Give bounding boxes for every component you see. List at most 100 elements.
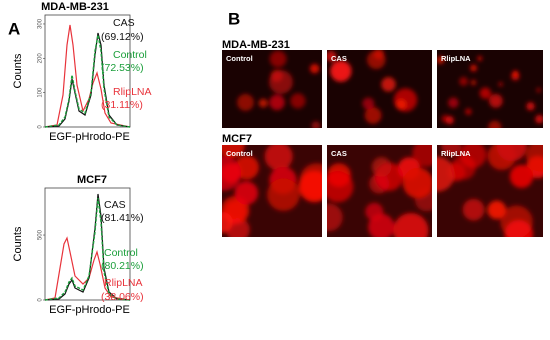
cell: [437, 55, 445, 64]
cell: [488, 120, 502, 128]
annotation-name: Control: [113, 49, 147, 61]
histogram-green: [44, 34, 131, 128]
plot-frame: [44, 14, 131, 128]
y-axis-label: Counts: [12, 226, 24, 261]
cell: [402, 167, 432, 199]
cell: [395, 99, 407, 110]
cell: [267, 178, 300, 212]
cell: [222, 145, 245, 159]
row-title: MCF7: [222, 133, 252, 145]
y-tick-label: 100: [38, 87, 44, 98]
cell: [441, 145, 462, 157]
micrograph: Control: [222, 145, 322, 237]
cell: [535, 114, 543, 124]
cell: [536, 88, 541, 93]
y-tick-label: 500: [38, 229, 44, 240]
cell: [393, 212, 429, 237]
cell: [258, 98, 268, 108]
cell: [448, 97, 459, 109]
histogram-red: [44, 236, 131, 301]
cell: [479, 87, 492, 99]
cell: [264, 145, 293, 171]
cells: [327, 145, 432, 237]
cell: [373, 50, 385, 60]
image-background: [437, 50, 543, 128]
cell: [488, 94, 503, 108]
y-tick-label: 300: [38, 18, 44, 29]
cell: [445, 116, 454, 125]
cell: [470, 79, 477, 86]
x-axis-label: EGF-pHrodo-PE: [49, 131, 130, 143]
annotation-value: (81.41%): [101, 212, 144, 224]
cell: [381, 77, 396, 92]
micrograph: RlipLNA: [437, 50, 543, 128]
cell: [234, 181, 259, 205]
y-axis-label: Counts: [12, 53, 24, 88]
micrograph: Control: [222, 50, 322, 128]
annotation-value: (69.12%): [101, 31, 144, 43]
cell: [311, 121, 321, 128]
cells: [437, 55, 543, 128]
cell: [290, 93, 306, 109]
cell: [330, 60, 352, 82]
cell: [362, 97, 375, 110]
annotation-name: CAS: [113, 17, 135, 29]
plot-frame: [44, 187, 131, 301]
annotation-value: (80.21%): [101, 260, 144, 272]
annotation-name: Control: [104, 247, 138, 259]
y-tick-label: 0: [38, 298, 44, 302]
cell: [459, 76, 468, 86]
panel-label: B: [228, 9, 240, 28]
annotation-value: (31.11%): [101, 99, 143, 111]
annotation-name: CAS: [104, 199, 126, 211]
cell: [496, 145, 527, 162]
y-tick-label: 0: [38, 125, 44, 129]
cells: [222, 145, 322, 237]
x-axis-label: EGF-pHrodo-PE: [49, 304, 130, 316]
image-label: Control: [226, 149, 253, 158]
cell: [237, 93, 254, 111]
row-title: MDA-MB-231: [222, 39, 290, 51]
annotation-name: RlipLNA: [113, 86, 152, 98]
cell: [298, 170, 322, 203]
cell: [364, 106, 382, 124]
image-label: RlipLNA: [441, 54, 471, 63]
image-label: CAS: [331, 54, 347, 63]
cell: [512, 70, 519, 77]
cell: [327, 171, 354, 203]
cell: [470, 64, 477, 72]
cell: [509, 164, 534, 189]
cell: [371, 157, 392, 177]
cell: [365, 202, 384, 221]
micrograph: RlipLNA: [437, 145, 543, 237]
cell: [269, 94, 285, 111]
cell: [498, 82, 503, 87]
plot-title: MCF7: [77, 174, 107, 186]
cell: [222, 156, 242, 191]
image-label: RlipLNA: [441, 149, 471, 158]
cell: [270, 69, 283, 82]
cell: [327, 203, 343, 232]
cells: [327, 50, 418, 124]
cell: [327, 50, 337, 62]
cell: [487, 200, 507, 220]
cell: [500, 205, 533, 237]
image-label: Control: [226, 54, 253, 63]
cell: [309, 63, 320, 74]
annotation-value: (72.53%): [101, 62, 144, 74]
cell: [525, 145, 543, 172]
histogram-green: [44, 197, 131, 301]
image-label: CAS: [331, 149, 347, 158]
y-tick-label: 200: [38, 53, 44, 64]
cell: [222, 211, 233, 233]
panel-label: A: [8, 19, 20, 38]
cell: [269, 50, 287, 68]
annotation-value: (38.06%): [101, 291, 144, 303]
histogram-black: [44, 32, 131, 128]
cell: [393, 88, 418, 112]
cell: [437, 156, 455, 192]
cell: [459, 145, 487, 169]
annotation-name: RlipLNA: [104, 277, 143, 289]
cell: [526, 102, 535, 111]
